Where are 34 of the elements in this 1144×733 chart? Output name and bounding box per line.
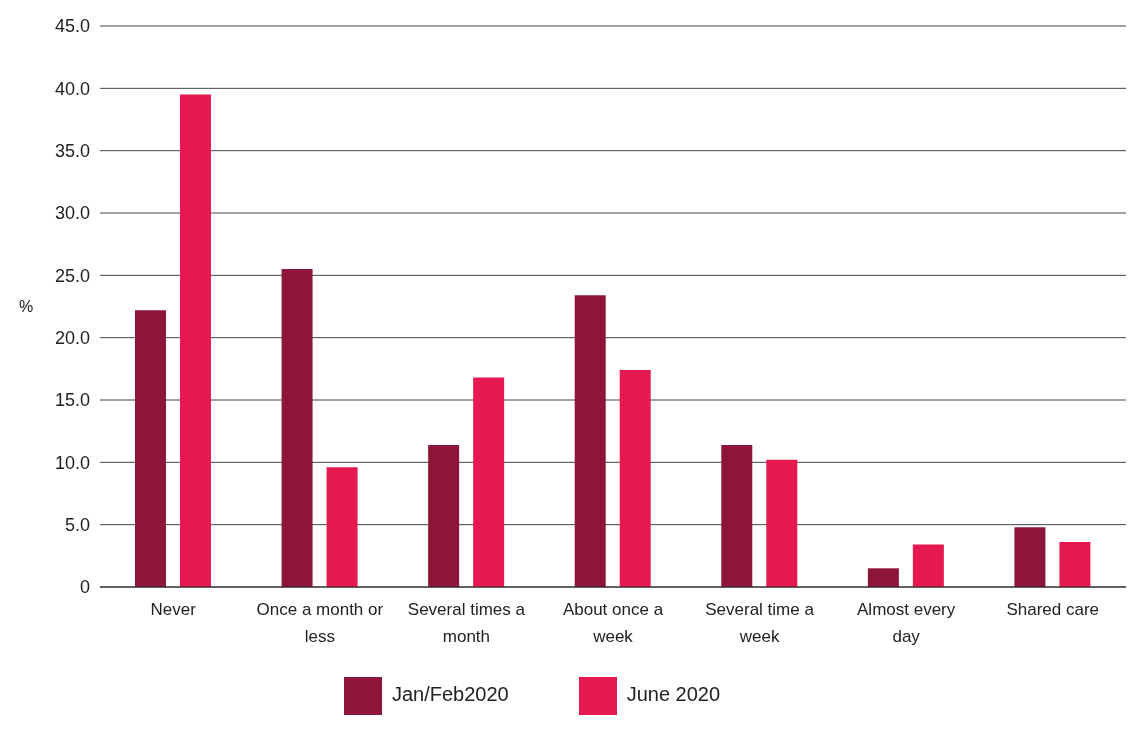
bar (473, 377, 505, 587)
bar (135, 310, 166, 587)
bar (1059, 542, 1091, 587)
legend-label: Jan/Feb2020 (391, 683, 509, 706)
x-tick-label: Almost every day (857, 600, 956, 647)
bar (574, 295, 606, 587)
y-tick-label: 5.0 (64, 515, 90, 536)
y-tick-label: 30.0 (54, 203, 90, 224)
x-tick-label: Several time a week (705, 600, 815, 647)
y-tick-label: 0 (79, 577, 90, 598)
y-tick-label: 25.0 (54, 265, 90, 286)
x-tick-label: About once a week (562, 600, 664, 647)
y-tick-label: 40.0 (54, 78, 90, 99)
y-axis-title: % (19, 298, 34, 316)
bar (281, 269, 313, 587)
x-tick-label: Never (150, 600, 197, 620)
y-tick-label: 10.0 (54, 452, 90, 473)
y-tick-label: 15.0 (54, 390, 90, 411)
x-tick-label: Shared care (1006, 600, 1100, 620)
bar (912, 544, 944, 587)
bar (326, 467, 358, 587)
x-tick-label: Several times a month (407, 600, 526, 647)
bar (180, 94, 211, 587)
y-tick-label: 35.0 (54, 141, 90, 162)
bar (867, 568, 899, 587)
legend-label: June 2020 (626, 683, 721, 706)
bar (1014, 527, 1046, 587)
bar (766, 459, 798, 587)
y-tick-label: 45.0 (54, 16, 90, 37)
bar (619, 370, 651, 587)
bar (721, 444, 753, 587)
bar (428, 444, 460, 587)
y-tick-label: 20.0 (54, 328, 90, 349)
x-tick-label: Once a month or less (256, 600, 384, 647)
